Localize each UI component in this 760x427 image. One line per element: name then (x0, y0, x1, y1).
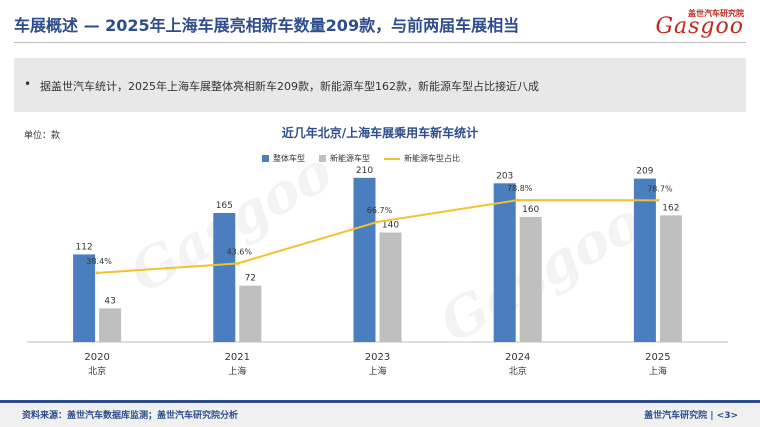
bar (493, 183, 516, 342)
x-tick-sublabel: 上海 (368, 365, 386, 377)
x-tick-label: 2025 (645, 352, 670, 363)
bar (73, 254, 96, 342)
ratio-point (235, 262, 239, 266)
title-divider (14, 42, 746, 43)
x-tick-label: 2023 (365, 352, 390, 363)
legend-swatch (384, 157, 400, 160)
footer-rule (0, 400, 760, 403)
ratio-point (656, 198, 660, 202)
chart-unit-label: 单位：款 (24, 131, 61, 141)
legend-swatch (262, 155, 269, 162)
bar-value-label: 203 (496, 171, 513, 181)
bar (633, 178, 656, 342)
bar (99, 308, 122, 342)
bar (353, 177, 376, 342)
chart-legend: 整体车型 新能源车型 新能源车型占比 (262, 153, 460, 164)
ratio-point (516, 198, 520, 202)
ratio-value-label: 78.8% (507, 184, 533, 193)
x-tick-label: 2024 (505, 352, 530, 363)
bar (659, 215, 682, 342)
legend-label: 新能源车型 (330, 154, 370, 163)
footer-source: 资料来源：盖世汽车数据库监测；盖世汽车研究院分析 (22, 411, 239, 421)
bar-value-label: 209 (636, 167, 653, 177)
x-tick-label: 2020 (84, 352, 109, 363)
bar-value-label: 160 (522, 205, 539, 215)
ratio-value-label: 78.7% (647, 184, 673, 193)
chart-title: 近几年北京/上海车展乘用车新车统计 (281, 126, 479, 140)
bar-value-label: 162 (662, 203, 679, 213)
summary-text: 据盖世汽车统计，2025年上海车展整体亮相新车209款，新能源车型162款，新能… (40, 80, 539, 93)
logo-subtitle: 盖世汽车研究院 (688, 9, 744, 18)
bar-value-label: 112 (76, 242, 93, 252)
bar (239, 285, 262, 342)
legend-item: 新能源车型 (319, 153, 370, 164)
bar (519, 216, 542, 342)
footer-page: 盖世汽车研究院 | <3> (644, 411, 738, 421)
x-tick-label: 2021 (225, 352, 250, 363)
x-tick-sublabel: 北京 (509, 365, 527, 377)
page-title: 车展概述 — 2025年上海车展亮相新车数量209款，与前两届车展相当 (14, 16, 520, 35)
summary-box: • 据盖世汽车统计，2025年上海车展整体亮相新车209款，新能源车型162款，… (14, 58, 746, 112)
legend-item: 整体车型 (262, 153, 305, 164)
x-tick-sublabel: 北京 (88, 365, 106, 377)
ratio-value-label: 43.6% (227, 248, 253, 257)
ratio-value-label: 38.4% (86, 257, 112, 266)
ratio-point (95, 271, 99, 275)
bar-value-label: 140 (382, 221, 399, 231)
logo-wordmark: Gasgoo (655, 14, 744, 39)
bar-value-label: 72 (245, 274, 256, 284)
bar-value-label: 210 (356, 166, 373, 176)
legend-label: 新能源车型占比 (404, 154, 460, 163)
bar (379, 232, 402, 342)
brand-logo: 盖世汽车研究院 Gasgoo (624, 8, 744, 42)
ratio-point (376, 220, 379, 224)
legend-swatch (319, 155, 326, 162)
bar-value-label: 165 (216, 201, 233, 211)
bar-value-label: 43 (104, 296, 115, 306)
legend-label: 整体车型 (273, 154, 305, 163)
ratio-value-label: 66.7% (367, 206, 393, 215)
legend-item: 新能源车型占比 (384, 153, 460, 164)
bullet-icon: • (24, 77, 32, 91)
bar (213, 213, 236, 342)
x-tick-sublabel: 上海 (228, 365, 246, 377)
chart-canvas: 112 43 2020 北京 165 72 2021 上海 210 140 2023 上海 203 160… (27, 166, 728, 377)
footer-bar (0, 400, 760, 427)
x-tick-sublabel: 上海 (649, 365, 667, 377)
